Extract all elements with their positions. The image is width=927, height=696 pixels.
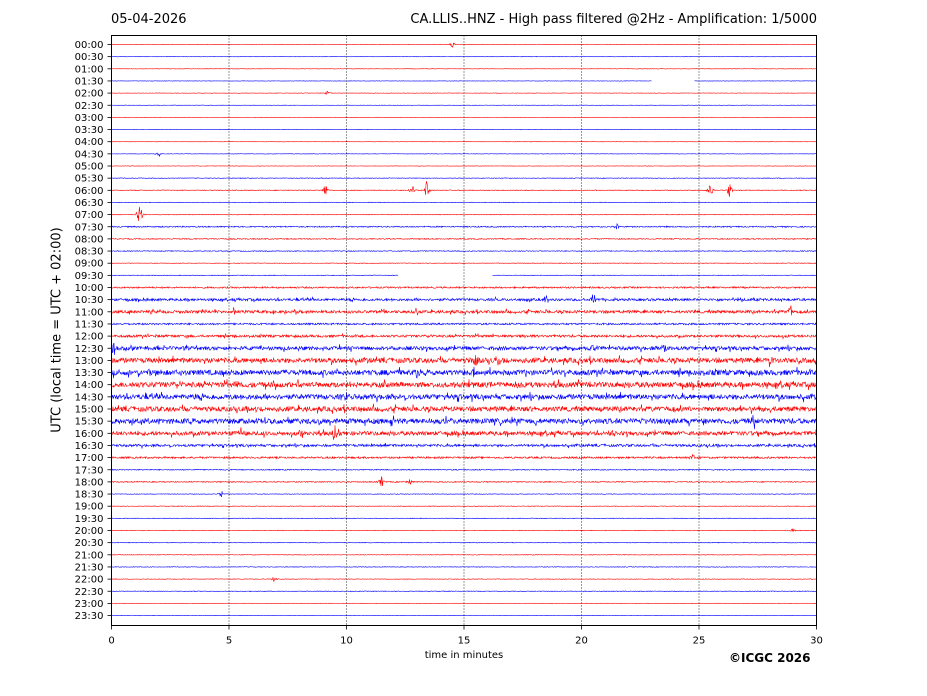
y-tick-label: 22:00 bbox=[75, 575, 104, 586]
trace-0900 bbox=[111, 262, 817, 264]
y-tick-label: 11:00 bbox=[75, 307, 104, 318]
x-tick-label: 20 bbox=[575, 636, 588, 647]
x-tick-label: 10 bbox=[340, 636, 353, 647]
y-tick-label: 19:00 bbox=[75, 502, 104, 513]
y-tick-label: 07:30 bbox=[75, 222, 104, 233]
y-tick-label: 06:30 bbox=[75, 198, 104, 209]
y-tick-label: 14:30 bbox=[75, 392, 104, 403]
y-tick-label: 23:00 bbox=[75, 599, 104, 610]
y-tick-label: 13:30 bbox=[75, 368, 104, 379]
trace-1930 bbox=[111, 517, 817, 520]
y-tick-label: 09:00 bbox=[75, 259, 104, 270]
trace-1530 bbox=[111, 415, 817, 430]
trace-0700 bbox=[111, 206, 817, 222]
y-tick-label: 03:30 bbox=[75, 125, 104, 136]
y-tick-label: 17:30 bbox=[75, 465, 104, 476]
y-tick-label: 13:00 bbox=[75, 356, 104, 367]
y-tick-label: 21:30 bbox=[75, 562, 104, 573]
trace-0630 bbox=[111, 201, 817, 204]
trace-1200 bbox=[111, 332, 817, 340]
y-tick-label: 08:00 bbox=[75, 234, 104, 245]
trace-0430 bbox=[111, 152, 817, 158]
x-axis-ticks: 0 5 10 15 20 25 30 bbox=[108, 625, 823, 647]
trace-1700 bbox=[111, 453, 817, 460]
trace-0800 bbox=[111, 237, 817, 241]
chart-date: 05-04-2026 bbox=[111, 12, 187, 27]
y-tick-label: 22:30 bbox=[75, 587, 104, 598]
x-tick-label: 25 bbox=[693, 636, 706, 647]
trace-1830 bbox=[111, 491, 817, 498]
y-tick-label: 04:00 bbox=[75, 137, 104, 148]
chart-title: CA.LLIS..HNZ - High pass filtered @2Hz -… bbox=[410, 12, 817, 27]
x-tick-label: 0 bbox=[108, 636, 114, 647]
y-tick-label: 10:00 bbox=[75, 283, 104, 294]
trace-0930 bbox=[111, 274, 817, 277]
y-tick-label: 16:30 bbox=[75, 441, 104, 452]
y-tick-label: 18:30 bbox=[75, 490, 104, 501]
y-tick-label: 00:30 bbox=[75, 52, 104, 63]
trace-1030 bbox=[111, 294, 817, 304]
y-tick-label: 11:30 bbox=[75, 319, 104, 330]
y-tick-label: 05:00 bbox=[75, 162, 104, 173]
y-tick-label: 17:00 bbox=[75, 453, 104, 464]
trace-1800 bbox=[111, 476, 817, 487]
y-tick-label: 05:30 bbox=[75, 174, 104, 185]
trace-1100 bbox=[111, 305, 817, 316]
x-tick-label: 30 bbox=[810, 636, 823, 647]
plot-frame bbox=[111, 35, 817, 626]
y-tick-label: 08:30 bbox=[75, 247, 104, 258]
trace-2000 bbox=[111, 528, 817, 533]
y-tick-label: 02:00 bbox=[75, 89, 104, 100]
y-tick-label: 21:00 bbox=[75, 550, 104, 561]
y-tick-label: 02:30 bbox=[75, 101, 104, 112]
y-tick-label: 23:30 bbox=[75, 611, 104, 622]
trace-1300 bbox=[111, 354, 817, 368]
y-tick-label: 01:30 bbox=[75, 76, 104, 87]
y-tick-label: 12:30 bbox=[75, 344, 104, 355]
vertical-grid bbox=[228, 35, 700, 626]
y-tick-label: 15:30 bbox=[75, 417, 104, 428]
y-tick-label: 09:30 bbox=[75, 271, 104, 282]
x-tick-label: 15 bbox=[458, 636, 471, 647]
y-tick-label: 20:30 bbox=[75, 538, 104, 549]
y-tick-label: 19:30 bbox=[75, 514, 104, 525]
copyright-notice: ©ICGC 2026 bbox=[729, 651, 811, 665]
x-axis-label: time in minutes bbox=[424, 650, 504, 661]
y-tick-label: 01:00 bbox=[75, 64, 104, 75]
y-tick-label: 03:00 bbox=[75, 113, 104, 124]
y-tick-label: 00:00 bbox=[75, 40, 104, 51]
y-tick-label: 18:00 bbox=[75, 477, 104, 488]
trace-0730 bbox=[111, 223, 817, 230]
y-tick-label: 06:00 bbox=[75, 186, 104, 197]
y-tick-label: 14:00 bbox=[75, 380, 104, 391]
y-tick-label: 15:00 bbox=[75, 405, 104, 416]
trace-0600 bbox=[111, 181, 817, 197]
trace-1900 bbox=[111, 505, 817, 507]
trace-0830 bbox=[111, 250, 817, 252]
y-tick-label: 07:00 bbox=[75, 210, 104, 221]
y-tick-label: 12:00 bbox=[75, 332, 104, 343]
x-tick-label: 5 bbox=[226, 636, 232, 647]
y-tick-label: 10:30 bbox=[75, 295, 104, 306]
trace-0000 bbox=[111, 42, 817, 48]
y-tick-label: 16:00 bbox=[75, 429, 104, 440]
y-tick-label: 20:00 bbox=[75, 526, 104, 537]
trace-1730 bbox=[111, 468, 817, 471]
trace-0530 bbox=[111, 177, 817, 179]
y-tick-label: 04:30 bbox=[75, 149, 104, 160]
trace-1630 bbox=[111, 442, 817, 450]
